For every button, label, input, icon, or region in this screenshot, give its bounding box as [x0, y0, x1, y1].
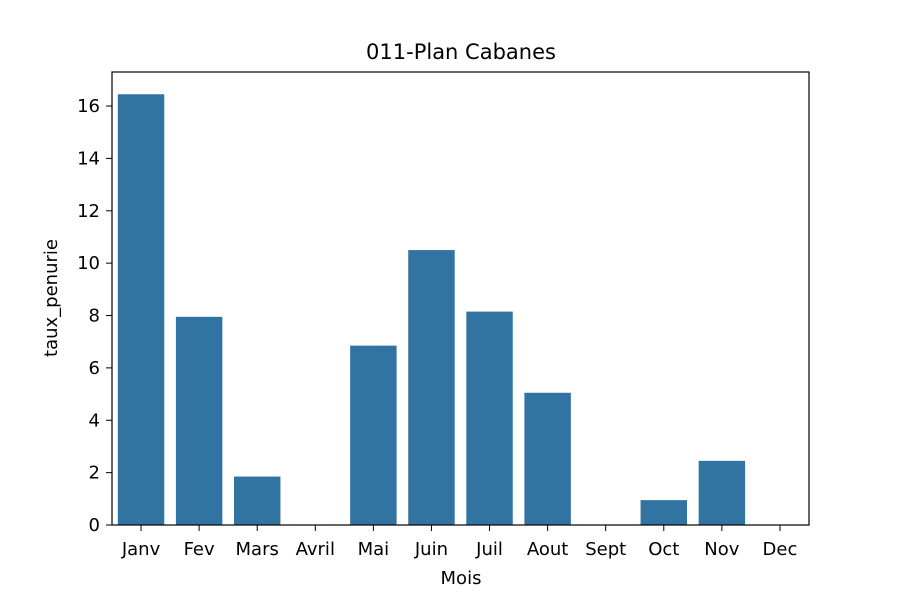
bar-nov: [698, 460, 746, 525]
bar-fev: [175, 316, 223, 525]
x-tick-label: Janv: [121, 539, 161, 560]
x-tick-label: Mai: [358, 539, 390, 560]
chart-title: 011-Plan Cabanes: [366, 40, 556, 64]
bar-mars: [233, 476, 281, 525]
x-tick-label: Fev: [184, 539, 215, 560]
x-axis: Janv Fev Mars Avril Mai Juin Juil Aout Sept Oct No…: [121, 525, 798, 560]
bar-janv: [117, 94, 165, 525]
y-tick-label: 16: [77, 96, 100, 117]
bar-mai: [350, 345, 397, 525]
x-tick-label: Dec: [763, 539, 798, 560]
y-tick-label: 2: [89, 463, 100, 484]
y-tick-label: 8: [89, 306, 100, 327]
bars-group: [117, 94, 746, 525]
x-tick-label: Aout: [527, 539, 568, 560]
bar-juil: [466, 311, 513, 525]
y-axis-title: taux_penurie: [41, 239, 62, 357]
bar-oct: [640, 500, 688, 525]
x-tick-label: Mars: [236, 539, 279, 560]
y-tick-label: 0: [89, 515, 100, 536]
y-tick-label: 14: [77, 148, 100, 169]
x-tick-label: Oct: [648, 539, 679, 560]
y-tick-label: 4: [89, 410, 100, 431]
plot-frame: [111, 71, 810, 526]
y-tick-label: 6: [89, 358, 100, 379]
x-tick-label: Juin: [414, 539, 448, 560]
x-tick-label: Avril: [296, 539, 335, 560]
x-tick-label: Nov: [704, 539, 739, 560]
y-tick-label: 10: [77, 253, 100, 274]
bar-juin: [408, 250, 455, 525]
x-tick-label: Juil: [475, 539, 503, 560]
y-tick-label: 12: [77, 201, 100, 222]
x-tick-label: Sept: [585, 539, 626, 560]
bar-aout: [524, 392, 571, 525]
y-axis: 0 2 4 6 8 10 12 14 16: [77, 96, 112, 536]
x-axis-title: Mois: [441, 568, 482, 589]
